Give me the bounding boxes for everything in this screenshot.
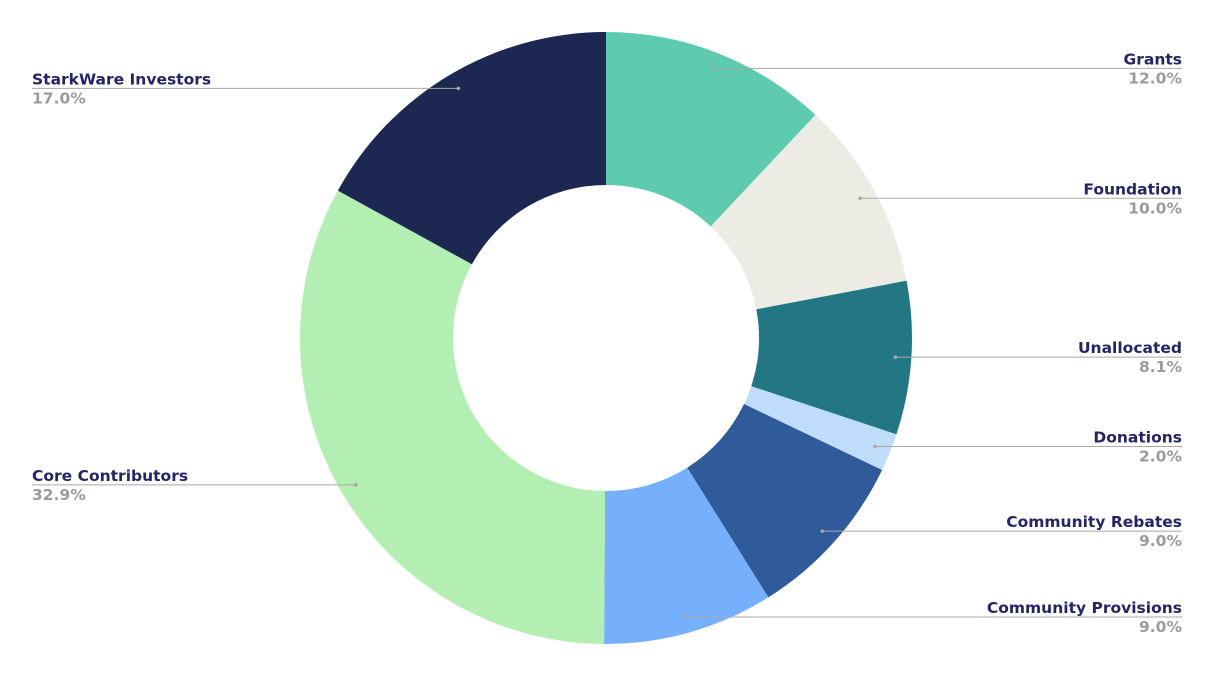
percent-community-rebates: 9.0% <box>1139 532 1182 550</box>
percent-starkware-investors: 17.0% <box>32 89 86 107</box>
leader-dot-grants <box>710 66 715 71</box>
label-unallocated: Unallocated <box>1078 339 1182 357</box>
label-donations: Donations <box>1093 428 1182 446</box>
slice-donations <box>744 386 897 471</box>
leader-dot-core-contributors <box>354 483 358 487</box>
percent-unallocated: 8.1% <box>1139 358 1182 376</box>
label-starkware-investors: StarkWare Investors <box>32 70 211 88</box>
slice-starkware-investors <box>337 32 606 265</box>
label-community-provisions: Community Provisions <box>987 599 1182 617</box>
label-foundation: Foundation <box>1083 180 1182 198</box>
percent-community-provisions: 9.0% <box>1139 618 1182 636</box>
label-community-rebates: Community Rebates <box>1006 513 1182 531</box>
percent-core-contributors: 32.9% <box>32 486 86 504</box>
percent-grants: 12.0% <box>1128 69 1182 87</box>
leader-dot-unallocated <box>893 355 898 359</box>
leader-dot-foundation <box>858 196 862 201</box>
leader-dot-starkware-investors <box>456 86 461 91</box>
leader-dot-donations <box>873 444 877 449</box>
slice-core-contributors <box>300 190 606 644</box>
leader-dot-community-rebates <box>820 529 825 533</box>
slice-foundation <box>710 114 907 310</box>
slice-unallocated <box>751 280 912 435</box>
leader-dot-community-provisions <box>683 615 687 619</box>
slice-community-rebates <box>687 404 883 598</box>
percent-donations: 2.0% <box>1139 447 1182 465</box>
slice-grants <box>606 32 816 227</box>
slice-community-provisions <box>604 467 769 644</box>
label-core-contributors: Core Contributors <box>32 467 188 485</box>
label-grants: Grants <box>1124 50 1183 68</box>
percent-foundation: 10.0% <box>1128 199 1182 217</box>
